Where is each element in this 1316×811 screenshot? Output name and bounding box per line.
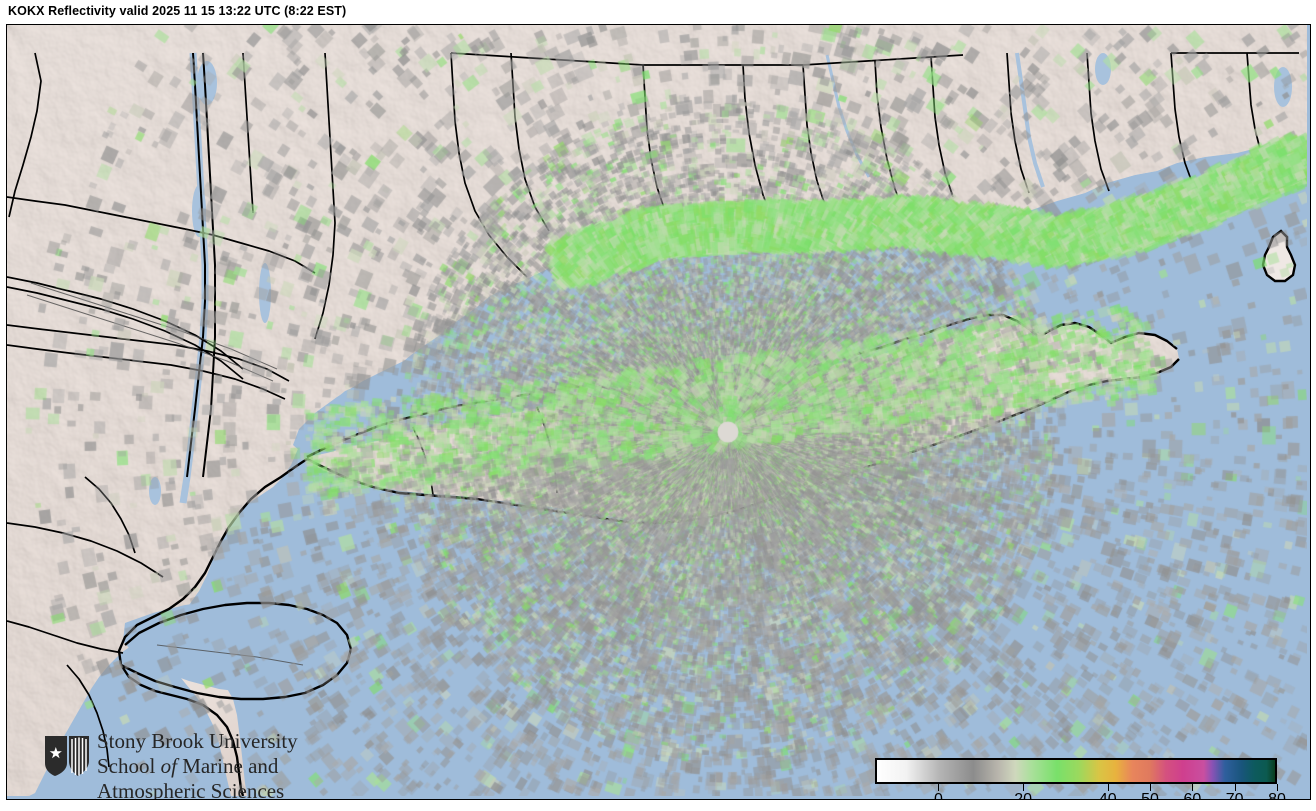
colorbar-label-40: 40 [1098,791,1117,800]
colorbar-tick-50 [1150,784,1152,791]
colorbar-tick-0 [938,784,940,791]
colorbar-tick-70 [1234,784,1236,791]
colorbar-label-80: 80 [1268,791,1286,800]
logo-line2-italic: of [160,754,177,778]
colorbar-label-0: 0 [934,791,943,800]
radar-reflectivity-layer [7,25,1307,796]
colorbar-label-50: 50 [1141,791,1159,800]
star-shape [49,747,62,759]
logo-line-3: Atmospheric Sciences [97,779,285,800]
colorbar-box [875,758,1277,784]
colorbar[interactable]: 0 20 40 50 60 70 80 [875,758,1286,800]
colorbar-label-60: 60 [1183,791,1202,800]
ray-lines [71,737,87,776]
colorbar-tick-80 [1277,784,1278,791]
logo-line2-a: School [97,754,161,778]
title-bar: KOKX Reflectivity valid 2025 11 15 13:22… [0,0,1316,24]
colorbar-label-20: 20 [1014,791,1032,800]
colorbar-tick-20 [1023,784,1025,791]
colorbar-tick-60 [1192,784,1194,791]
radar-map-panel[interactable]: 0 20 40 50 60 70 80 Stony Brook University [6,24,1311,800]
colorbar-tick-40 [1107,784,1109,791]
sbu-logo: Stony Brook University School of Marine … [43,729,323,799]
logo-line-2: School of Marine and [97,754,327,779]
colorbar-label-70: 70 [1225,791,1244,800]
shield-shape [45,736,67,776]
page-title: KOKX Reflectivity valid 2025 11 15 13:22… [8,4,347,18]
logo-line-1: Stony Brook University [97,729,298,753]
colorbar-gradient [877,760,1275,782]
shield-star-emblem [45,736,89,776]
sbu-logo-text: Stony Brook University School of Marine … [97,729,327,800]
logo-line2-b: Marine and [176,754,279,778]
map-inner: 0 20 40 50 60 70 80 Stony Brook University [7,25,1307,799]
